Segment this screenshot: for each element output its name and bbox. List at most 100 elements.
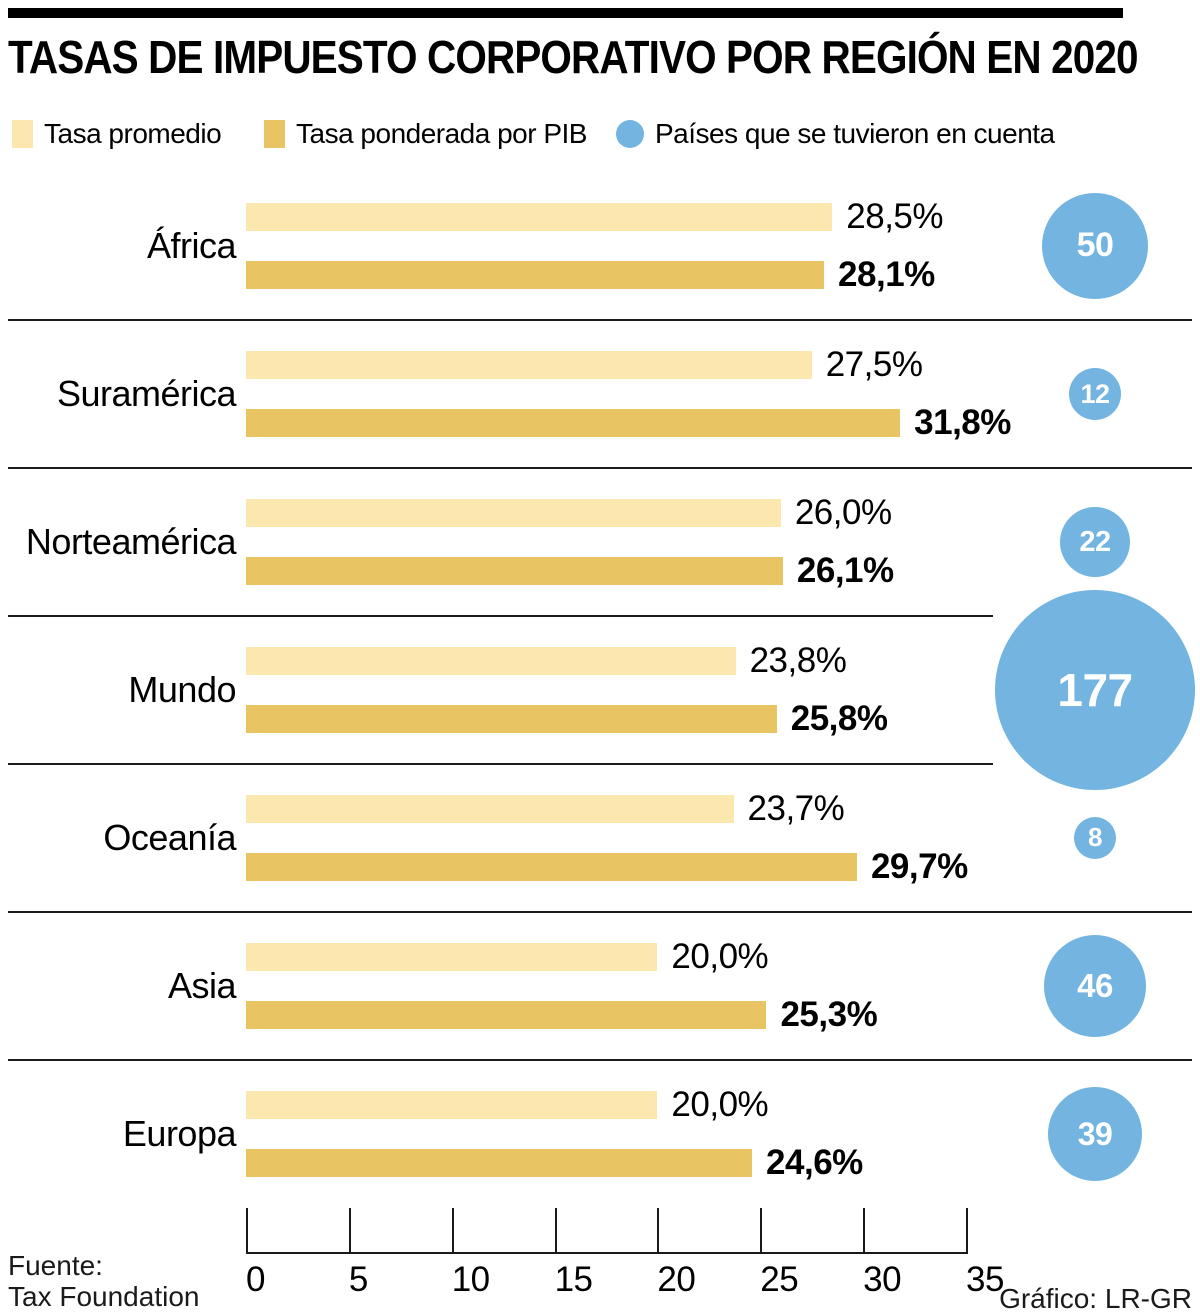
row-separator (8, 911, 1192, 913)
axis-tick (554, 1208, 557, 1252)
countries-bubble: 177 (995, 590, 1195, 790)
bar-chart: África 28,5% 28,1% 50 Suramérica 27,5% 31,8% 12… (8, 172, 1195, 1208)
avg-rate-value: 20,0% (671, 1085, 769, 1124)
row-separator (8, 763, 993, 765)
row-separator (8, 1059, 1192, 1061)
legend-item-weighted: Tasa ponderada por PIB (264, 118, 587, 150)
avg-rate-bar (246, 1091, 658, 1119)
gdp-weighted-bar-line: 26,1% (246, 551, 894, 590)
avg-rate-bar (246, 203, 833, 231)
countries-bubble-cell: 8 (995, 764, 1195, 912)
region-label: Asia (167, 965, 237, 1006)
axis-tick (760, 1208, 763, 1252)
countries-bubble: 50 (1041, 192, 1149, 300)
legend-label: Tasa ponderada por PIB (296, 118, 587, 149)
gdp-weighted-bar-line: 29,7% (246, 847, 968, 886)
avg-rate-bar (246, 647, 736, 675)
axis-tick-label: 35 (966, 1260, 1004, 1299)
countries-bubble: 39 (1048, 1087, 1142, 1181)
avg-rate-bar-line: 28,5% (246, 197, 944, 236)
legend-item-countries: Países que se tuvieron en cuenta (616, 118, 1055, 150)
region-row: Oceanía 23,7% 29,7% 8 (8, 764, 1192, 912)
countries-bubble-cell: 12 (995, 320, 1195, 468)
countries-bubble-cell: 22 (995, 468, 1195, 616)
countries-bubble-cell: 177 (995, 590, 1195, 790)
avg-rate-value: 23,7% (747, 789, 845, 828)
avg-rate-value: 20,0% (671, 937, 769, 976)
avg-rate-bar (246, 499, 781, 527)
avg-rate-swatch (12, 120, 33, 148)
avg-rate-bar-line: 20,0% (246, 937, 769, 976)
region-row: África 28,5% 28,1% 50 (8, 172, 1192, 320)
row-separator (8, 319, 1192, 321)
source-note: Fuente: Tax Foundation (8, 1250, 199, 1312)
gdp-weighted-value: 26,1% (796, 551, 894, 590)
gdp-weighted-bar-line: 25,8% (246, 699, 888, 738)
legend-label: Países que se tuvieron en cuenta (655, 118, 1055, 149)
region-label: Mundo (128, 669, 236, 710)
gdp-weighted-bar (246, 1001, 767, 1029)
gdp-weighted-bar-line: 31,8% (246, 403, 1011, 442)
axis-tick-label: 20 (657, 1260, 696, 1299)
region-row: Asia 20,0% 25,3% 46 (8, 912, 1192, 1060)
legend-item-avg: Tasa promedio (12, 118, 222, 150)
countries-bubble: 8 (1073, 816, 1117, 860)
source-name: Tax Foundation (8, 1281, 200, 1312)
x-axis: 0 5 10 15 20 25 30 35 (246, 1208, 1006, 1308)
region-row: Suramérica 27,5% 31,8% 12 (8, 320, 1192, 468)
countries-bubble-cell: 39 (995, 1060, 1195, 1208)
avg-rate-bar (246, 351, 812, 379)
region-row: Mundo 23,8% 25,8% 177 (8, 590, 1195, 790)
region-label: Oceanía (103, 817, 236, 858)
axis-tick-label: 10 (451, 1260, 490, 1299)
gdp-weighted-bar (246, 557, 783, 585)
row-separator (8, 467, 1192, 469)
avg-rate-value: 27,5% (825, 345, 923, 384)
gdp-weighted-value: 28,1% (838, 255, 935, 294)
row-separator (8, 615, 993, 617)
gdp-weighted-bar (246, 1149, 753, 1177)
axis-tick-label: 5 (348, 1260, 368, 1299)
avg-rate-value: 28,5% (846, 197, 944, 236)
gdp-weighted-bar (246, 705, 777, 733)
region-label: Europa (122, 1113, 237, 1154)
gdp-weighted-value: 25,3% (780, 995, 878, 1034)
axis-tick-label: 15 (554, 1260, 593, 1299)
x-axis-line (246, 1252, 968, 1254)
avg-rate-bar-line: 23,8% (246, 641, 847, 680)
axis-tick (966, 1208, 968, 1252)
gdp-weighted-bar (246, 409, 901, 437)
gdp-weighted-bar (246, 853, 857, 881)
axis-tick-label: 25 (760, 1260, 799, 1299)
region-label: Suramérica (56, 373, 237, 414)
legend-label: Tasa promedio (44, 118, 222, 149)
gdp-weighted-bar (246, 261, 825, 289)
avg-rate-value: 26,0% (794, 493, 892, 532)
credit-note: Gráfico: LR-GR (999, 1283, 1192, 1314)
axis-tick (451, 1208, 454, 1252)
region-row: Norteamérica 26,0% 26,1% 22 (8, 468, 1192, 616)
chart-title: TASAS DE IMPUESTO CORPORATIVO POR REGIÓN… (8, 31, 1139, 83)
countries-bubble: 12 (1068, 367, 1122, 421)
avg-rate-bar (246, 795, 734, 823)
axis-tick-label: 0 (246, 1260, 265, 1299)
countries-bubble-cell: 50 (995, 172, 1195, 320)
countries-bubble: 46 (1044, 935, 1146, 1037)
gdp-weighted-value: 24,6% (766, 1143, 863, 1182)
source-label: Fuente: (8, 1250, 103, 1281)
countries-dot-icon (616, 120, 644, 148)
gdp-weighted-bar-line: 24,6% (246, 1143, 863, 1182)
avg-rate-bar-line: 26,0% (246, 493, 892, 532)
region-label: África (146, 225, 237, 266)
gdp-weighted-value: 25,8% (790, 699, 888, 738)
avg-rate-bar-line: 23,7% (246, 789, 845, 828)
avg-rate-bar-line: 27,5% (246, 345, 923, 384)
region-row: Europa 20,0% 24,6% 39 (8, 1060, 1192, 1208)
axis-tick-label: 30 (863, 1260, 902, 1299)
axis-tick (246, 1208, 248, 1252)
gdp-weighted-bar-line: 25,3% (246, 995, 878, 1034)
top-rule (8, 8, 1123, 18)
gdp-weighted-value: 29,7% (870, 847, 968, 886)
axis-tick (348, 1208, 351, 1252)
